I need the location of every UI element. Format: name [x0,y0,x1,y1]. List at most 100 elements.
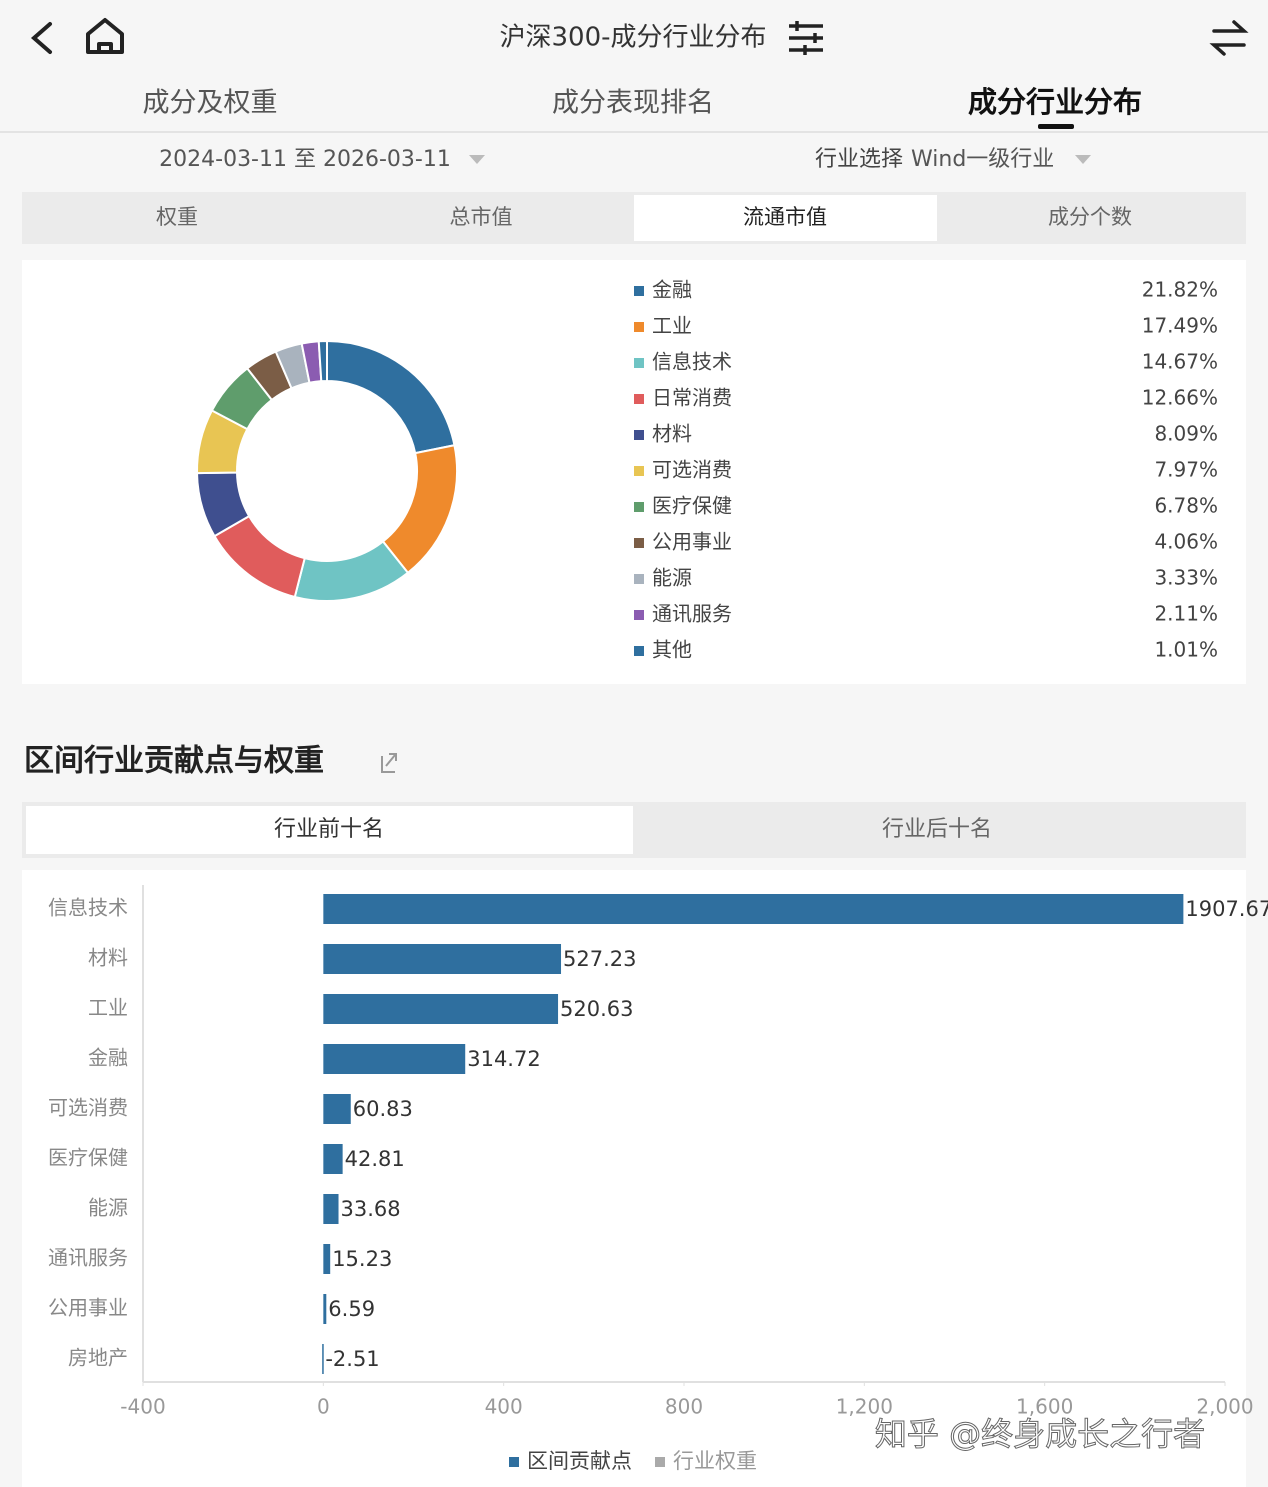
data-label: 520.63 [560,997,633,1021]
data-label: 314.72 [467,1047,540,1071]
legend-value: 1.01% [1154,638,1218,662]
legend-value: 17.49% [1142,314,1218,338]
y-tick-label: 能源 [88,1196,128,1220]
bar [323,894,1184,924]
bar [323,1294,327,1324]
y-tick-label: 医疗保健 [48,1146,128,1170]
legend-swatch [634,466,644,476]
share-button[interactable] [381,753,397,773]
legend-swatch [509,1457,519,1467]
data-label: 42.81 [345,1147,405,1171]
legend-label: 金融 [652,278,692,302]
legend-label: 公用事业 [652,530,732,554]
legend-label: 通讯服务 [652,602,732,626]
back-button[interactable] [30,22,52,54]
data-label: 33.68 [341,1197,401,1221]
page-title: 沪深300-成分行业分布 [499,23,766,53]
legend-label: 其他 [652,638,692,662]
bar [323,1144,343,1174]
donut-chart: 金融 21.82% 工业 17.49% 信息技术 14.67% 日常消费 12.66% 材料 8.… [196,278,1218,662]
x-tick-label: 1,200 [836,1395,893,1419]
bar [323,1094,351,1124]
bar [323,1194,339,1224]
dropdown-arrow [469,155,485,164]
section-title: 区间行业贡献点与权重 [24,744,324,779]
legend-label: 信息技术 [652,350,732,374]
legend-label: 能源 [652,566,692,590]
data-label: 527.23 [563,947,636,971]
legend-value: 21.82% [1142,278,1218,302]
card [22,870,1246,1487]
legend-value: 7.97% [1154,458,1218,482]
segment-active [26,806,633,854]
legend-swatch [634,646,644,656]
tab[interactable]: 成分及权重 [143,88,278,119]
y-tick-label: 信息技术 [48,896,128,920]
legend-swatch [634,538,644,548]
y-tick-label: 通讯服务 [48,1246,128,1270]
switch-button[interactable] [1209,20,1249,56]
legend-swatch [634,394,644,404]
segment[interactable]: 总市值 [450,205,513,229]
x-tick-label: 0 [317,1395,330,1419]
y-tick-label: 工业 [88,996,128,1020]
date-range[interactable]: 2024-03-11 至 2026-03-11 [159,147,451,172]
bar [323,994,559,1024]
data-label: 1907.67 [1185,897,1268,921]
data-label: 60.83 [353,1097,413,1121]
donut-segment [317,339,328,383]
dropdown-arrow [1075,155,1091,164]
x-tick-label: -400 [120,1395,165,1419]
segment-active-label[interactable]: 行业前十名 [274,817,384,842]
legend-value: 4.06% [1154,530,1218,554]
x-tick-label: 1,600 [1016,1395,1073,1419]
legend-label: 行业权重 [673,1449,757,1473]
legend-swatch [634,358,644,368]
bar [323,1044,466,1074]
legend-value: 14.67% [1142,350,1218,374]
segment-active-label[interactable]: 流通市值 [743,205,827,229]
segment[interactable]: 权重 [156,205,198,229]
segment[interactable]: 成分个数 [1048,205,1132,229]
legend-label: 材料 [652,422,692,446]
legend-value: 6.78% [1154,494,1218,518]
industry-select-label: 行业选择 [815,147,903,172]
legend-swatch [634,610,644,620]
legend-swatch [634,322,644,332]
y-tick-label: 材料 [88,946,128,970]
tab-active[interactable]: 成分行业分布 [968,85,1142,119]
data-label: 15.23 [332,1247,392,1271]
data-label: -2.51 [325,1347,379,1371]
legend-label: 工业 [652,314,692,338]
legend-swatch [634,574,644,584]
y-tick-label: 房地产 [68,1346,128,1370]
bar [323,944,562,974]
legend-label: 日常消费 [652,386,732,410]
legend-value: 2.11% [1154,602,1218,626]
y-tick-label: 公用事业 [48,1296,128,1320]
bar [323,1244,331,1274]
segment[interactable]: 行业后十名 [882,817,992,842]
legend-swatch [634,502,644,512]
legend-label: 可选消费 [652,458,732,482]
legend-swatch [634,430,644,440]
legend-label: 医疗保健 [652,494,732,518]
legend-swatch [634,286,644,296]
legend-swatch [655,1457,665,1467]
bar [322,1344,324,1374]
watermark: 知乎 @终身成长之行者 [875,1415,1205,1453]
home-button[interactable] [86,18,124,54]
legend-value: 12.66% [1142,386,1218,410]
data-label: 6.59 [328,1297,375,1321]
segment-active [634,195,937,241]
bar-chart: -400 0 400 800 1,200 1,600 2,000 信息技术 1907.67 材料 5… [48,885,1268,1473]
tab[interactable]: 成分表现排名 [552,88,714,119]
x-tick-label: 400 [485,1395,523,1419]
tab-indicator [1038,124,1074,129]
filter-button[interactable] [789,21,823,55]
x-tick-label: 2,000 [1196,1395,1253,1419]
legend-value: 3.33% [1154,566,1218,590]
industry-select[interactable]: Wind一级行业 [911,147,1054,172]
